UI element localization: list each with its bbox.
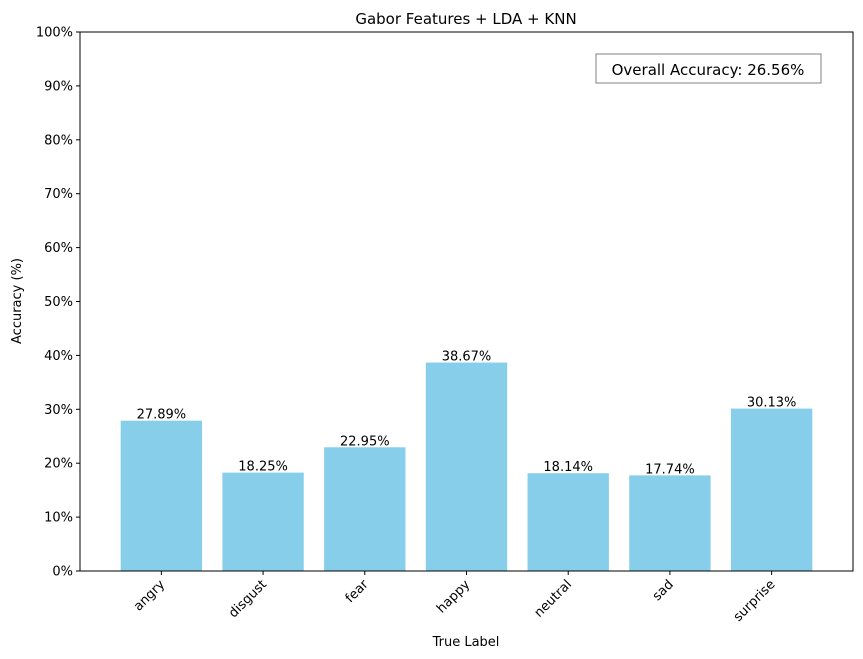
y-tick-label: 90% [44,79,73,94]
x-tick-label-neutral: neutral [532,577,575,620]
x-tick-label-fear: fear [343,577,372,606]
bar-neutral [527,473,609,571]
y-axis-label: Accuracy (%) [10,258,25,344]
overall-accuracy-box [595,53,822,84]
bars-group: 27.89% 18.25% 22.95% 38.67% 18.14% 17.74% 30.1… [120,350,813,571]
data-label-fear: 22.95% [340,434,390,449]
y-tick-label: 40% [44,349,73,364]
chart-title: Gabor Features + LDA + KNN [355,10,576,28]
x-tick-label-happy: happy [434,577,473,616]
x-tick-label-surprise: surprise [731,577,779,625]
data-label-happy: 38.67% [442,350,492,365]
y-tick-label: 100% [36,26,73,41]
overall-accuracy-annotation: Overall Accuracy: 26.56% [612,61,805,79]
x-axis-ticks: angry disgust fear happy neutral sad surprise [131,571,778,625]
plot-frame [79,31,854,572]
x-tick-label-angry: angry [131,577,168,614]
x-tick-label-sad: sad [650,577,677,604]
data-label-sad: 17.74% [645,462,695,477]
bar-fear [324,447,406,571]
y-tick-label: 50% [44,295,73,310]
x-axis-label: True Label [432,635,500,650]
y-tick-label: 80% [44,133,73,148]
bar-disgust [222,472,304,571]
y-axis-ticks: 0% 10% 20% 30% 40% 50% 60% 70% 80% 90% 100% [36,26,80,580]
y-tick-label: 30% [44,403,73,418]
bar-surprise [730,408,813,571]
data-label-neutral: 18.14% [543,460,593,475]
y-tick-label: 70% [44,187,73,202]
y-tick-label: 0% [52,565,73,580]
y-tick-label: 20% [44,457,73,472]
y-tick-label: 60% [44,241,73,256]
bar-happy [425,362,508,571]
bar-angry [120,420,203,571]
y-tick-label: 10% [44,511,73,526]
data-label-angry: 27.89% [137,408,187,423]
bar-sad [629,475,711,571]
data-label-disgust: 18.25% [238,460,288,475]
data-label-surprise: 30.13% [747,396,797,411]
x-tick-label-disgust: disgust [226,577,270,621]
